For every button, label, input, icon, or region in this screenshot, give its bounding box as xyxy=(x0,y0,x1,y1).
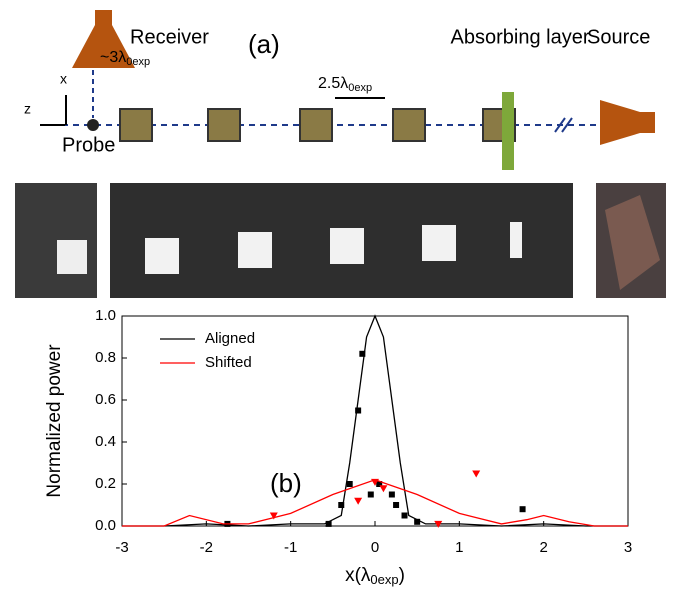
marker xyxy=(519,506,526,513)
distance-label: ~3λ0exp xyxy=(100,49,150,68)
marker xyxy=(472,470,481,478)
probe-label: Probe xyxy=(62,134,115,156)
break-mark xyxy=(554,117,566,133)
marker xyxy=(414,518,421,525)
cube xyxy=(119,108,153,142)
text: ~3λ xyxy=(100,49,126,66)
source-label: Source xyxy=(587,26,650,48)
text: 2.5λ xyxy=(318,75,348,92)
marker xyxy=(269,512,278,520)
text: 0exp xyxy=(370,572,398,587)
panel-label: (a) xyxy=(248,29,280,59)
photo-horn xyxy=(605,195,660,290)
cube xyxy=(299,108,333,142)
spacing-label: 2.5λ0exp xyxy=(318,75,372,94)
y-tick-label: 0.0 xyxy=(95,517,116,534)
marker xyxy=(376,481,383,487)
axis-label: z xyxy=(24,101,31,117)
y-axis-label: Normalized power xyxy=(44,344,65,498)
marker xyxy=(367,491,374,498)
receiver-label: Receiver xyxy=(130,26,209,48)
x-tick-label: 2 xyxy=(539,539,547,556)
marker xyxy=(401,512,408,519)
legend-label: Shifted xyxy=(205,354,252,371)
y-tick-label: 1.0 xyxy=(95,307,116,324)
photo-cube xyxy=(510,222,522,258)
source-horn xyxy=(600,100,655,145)
marker xyxy=(355,407,362,414)
series-line xyxy=(122,314,628,527)
marker xyxy=(354,497,363,505)
y-tick-label: 0.4 xyxy=(95,433,116,450)
break-mark xyxy=(561,117,573,133)
photo-cube xyxy=(57,240,87,274)
y-tick-label: 0.8 xyxy=(95,349,116,366)
plot-frame xyxy=(121,315,629,527)
receiver-horn xyxy=(72,10,135,68)
probe xyxy=(87,119,99,131)
y-tick-label: 0.2 xyxy=(95,475,116,492)
x-axis-label: x(λ0exp) xyxy=(345,565,405,587)
legend-label: Aligned xyxy=(205,330,255,347)
x-tick-label: 0 xyxy=(371,539,379,556)
marker xyxy=(325,520,332,527)
x-tick-label: -3 xyxy=(115,539,128,556)
marker xyxy=(388,491,395,498)
photo-cube xyxy=(422,225,456,261)
x-tick-label: 3 xyxy=(624,539,632,556)
marker xyxy=(434,520,443,528)
axis-label: x xyxy=(60,71,67,87)
x-tick-label: -1 xyxy=(284,539,297,556)
series-line xyxy=(122,479,628,527)
photo-cube xyxy=(238,232,272,268)
x-tick-label: -2 xyxy=(200,539,213,556)
text: 0exp xyxy=(126,56,150,68)
marker xyxy=(379,485,388,493)
text: 0exp xyxy=(348,82,372,94)
photo-cube xyxy=(330,228,364,264)
marker xyxy=(359,350,366,357)
cube xyxy=(207,108,241,142)
photo-cube xyxy=(145,238,179,274)
marker xyxy=(393,502,400,508)
x-tick-label: 1 xyxy=(455,539,463,556)
chart-annotation: (b) xyxy=(270,468,302,498)
text: ) xyxy=(399,565,405,586)
cube xyxy=(392,108,426,142)
absorber-label: Absorbing layer xyxy=(451,26,590,48)
absorbing-layer xyxy=(502,92,514,170)
marker xyxy=(371,478,379,486)
y-tick-label: 0.6 xyxy=(95,391,116,408)
marker xyxy=(338,502,345,508)
text: x(λ xyxy=(345,565,371,586)
marker xyxy=(346,481,353,487)
